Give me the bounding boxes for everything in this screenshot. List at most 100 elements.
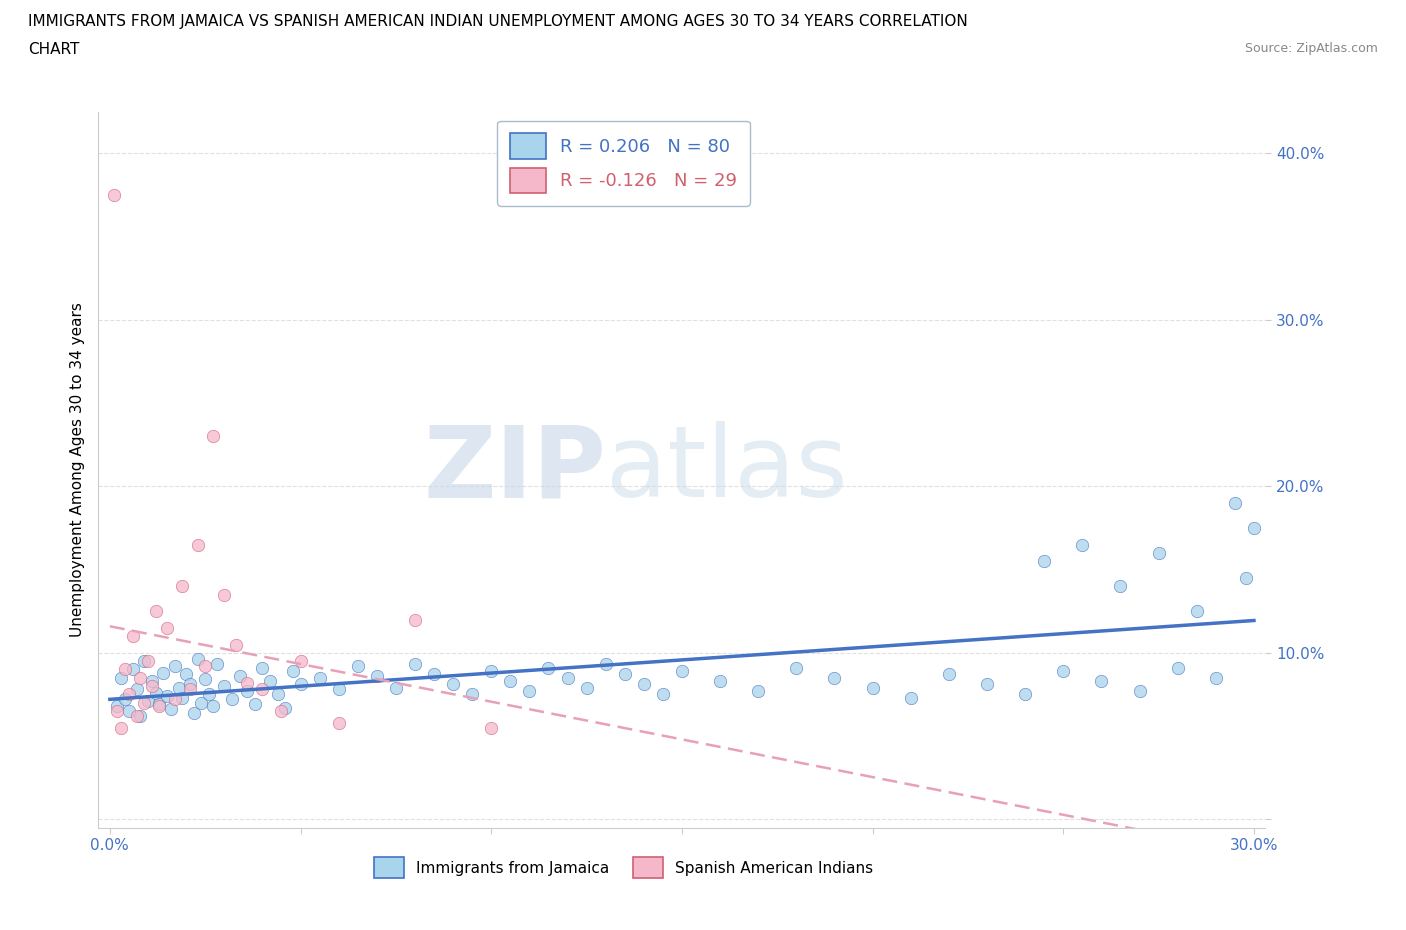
- Point: [129, 671, 152, 685]
- Point: [225, 637, 247, 652]
- Point: [499, 673, 522, 688]
- Point: [121, 662, 143, 677]
- Point: [1243, 521, 1265, 536]
- Point: [308, 671, 330, 685]
- Point: [228, 669, 250, 684]
- Point: [134, 654, 156, 669]
- Point: [125, 709, 148, 724]
- Point: [862, 681, 884, 696]
- Point: [633, 677, 655, 692]
- Point: [236, 675, 259, 690]
- Point: [243, 697, 266, 711]
- Point: [404, 612, 426, 627]
- Point: [201, 698, 224, 713]
- Point: [1223, 496, 1246, 511]
- Point: [190, 696, 212, 711]
- Point: [194, 672, 217, 687]
- Point: [976, 677, 998, 692]
- Point: [900, 690, 922, 705]
- Point: [179, 682, 201, 697]
- Point: [259, 673, 281, 688]
- Point: [1147, 546, 1170, 561]
- Point: [163, 658, 186, 673]
- Point: [651, 687, 673, 702]
- Point: [136, 694, 159, 709]
- Point: [174, 667, 197, 682]
- Point: [141, 673, 163, 688]
- Point: [479, 664, 502, 679]
- Point: [266, 687, 288, 702]
- Point: [172, 578, 194, 593]
- Point: [172, 690, 194, 705]
- Point: [194, 658, 217, 673]
- Point: [141, 679, 163, 694]
- Point: [179, 677, 201, 692]
- Point: [1052, 664, 1074, 679]
- Point: [423, 667, 446, 682]
- Point: [118, 704, 141, 719]
- Point: [1234, 570, 1257, 585]
- Point: [671, 664, 693, 679]
- Legend: Immigrants from Jamaica, Spanish American Indians: Immigrants from Jamaica, Spanish America…: [367, 851, 880, 884]
- Point: [205, 658, 228, 672]
- Point: [595, 658, 617, 672]
- Point: [270, 704, 292, 719]
- Text: atlas: atlas: [606, 421, 848, 518]
- Point: [103, 188, 125, 203]
- Point: [160, 702, 183, 717]
- Point: [156, 689, 179, 704]
- Point: [404, 658, 426, 672]
- Point: [366, 669, 388, 684]
- Point: [125, 682, 148, 697]
- Point: [823, 671, 845, 685]
- Text: ZIP: ZIP: [423, 421, 606, 518]
- Point: [1185, 604, 1208, 618]
- Point: [328, 682, 350, 697]
- Text: CHART: CHART: [28, 42, 80, 57]
- Point: [281, 664, 304, 679]
- Point: [385, 681, 408, 696]
- Point: [183, 705, 205, 720]
- Point: [114, 662, 136, 677]
- Point: [1205, 671, 1227, 685]
- Point: [290, 654, 312, 669]
- Point: [1109, 578, 1132, 593]
- Point: [107, 704, 129, 719]
- Point: [156, 620, 179, 635]
- Point: [346, 658, 368, 673]
- Point: [136, 654, 159, 669]
- Point: [214, 679, 236, 694]
- Point: [1167, 660, 1189, 675]
- Point: [1090, 673, 1112, 688]
- Point: [1128, 684, 1150, 698]
- Text: Source: ZipAtlas.com: Source: ZipAtlas.com: [1244, 42, 1378, 55]
- Point: [441, 677, 464, 692]
- Point: [167, 681, 190, 696]
- Point: [145, 685, 167, 700]
- Point: [785, 660, 807, 675]
- Point: [121, 629, 143, 644]
- Point: [328, 715, 350, 730]
- Point: [1014, 687, 1036, 702]
- Point: [201, 429, 224, 444]
- Point: [252, 660, 274, 675]
- Point: [107, 698, 129, 713]
- Point: [129, 709, 152, 724]
- Point: [198, 687, 221, 702]
- Point: [709, 673, 731, 688]
- Point: [134, 696, 156, 711]
- Point: [747, 684, 769, 698]
- Point: [236, 684, 259, 698]
- Point: [214, 587, 236, 602]
- Point: [163, 692, 186, 707]
- Point: [114, 692, 136, 707]
- Point: [187, 538, 209, 552]
- Point: [145, 604, 167, 618]
- Point: [118, 687, 141, 702]
- Point: [148, 698, 170, 713]
- Point: [519, 684, 541, 698]
- Point: [938, 667, 960, 682]
- Point: [461, 687, 484, 702]
- Y-axis label: Unemployment Among Ages 30 to 34 years: Unemployment Among Ages 30 to 34 years: [69, 302, 84, 637]
- Point: [148, 697, 170, 711]
